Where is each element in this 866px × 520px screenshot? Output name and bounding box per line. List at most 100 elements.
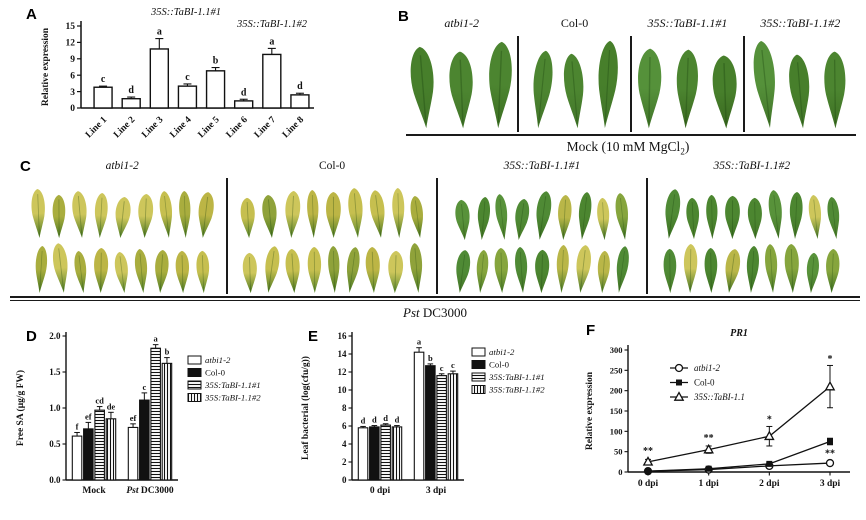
- bar: [94, 409, 105, 481]
- leaf-image: [725, 249, 741, 293]
- leaf-shape: [52, 243, 68, 293]
- leaf-shape: [196, 250, 209, 294]
- legend-label: Col-0: [205, 368, 226, 378]
- leaf-shape: [410, 196, 424, 238]
- panel-e-label: E: [308, 328, 319, 345]
- sig-letter: cd: [95, 396, 104, 406]
- bar: [380, 424, 391, 481]
- sig-letter: d: [361, 415, 366, 425]
- leaf-vein: [620, 197, 626, 237]
- marker-square-filled: [676, 379, 682, 386]
- leaf-vein: [415, 200, 421, 236]
- leaf-image: [747, 197, 762, 240]
- leaf-image: [515, 247, 528, 293]
- leaf-vein: [710, 252, 713, 291]
- leaf-image: [558, 194, 572, 241]
- leaf-shape: [307, 246, 321, 294]
- leaf-vein: [537, 58, 546, 124]
- leaf-shape: [138, 193, 153, 239]
- sig-letter: c: [101, 74, 106, 85]
- leaf-shape: [684, 244, 698, 293]
- leaf-image: [477, 196, 491, 241]
- leaf-image: [598, 40, 618, 129]
- panel-b-caption: Mock (10 mM MgCl2): [392, 139, 864, 157]
- leaf-shape: [35, 246, 47, 293]
- y-tick-label: 16: [338, 331, 348, 341]
- leaf-shape: [392, 188, 405, 238]
- panel-a-label: A: [26, 6, 37, 23]
- y-axis-title: Leaf bacterial (log(cfu/g)): [300, 356, 311, 460]
- chart-subtitle-right: 35S::TaBI-1.1#2: [236, 19, 308, 30]
- axis-category-label: 0 dpi: [370, 486, 391, 496]
- leaf-image: [676, 49, 698, 129]
- leaf-image: [724, 195, 740, 240]
- y-tick-label: 150: [610, 406, 623, 416]
- leaf-vein: [459, 59, 464, 124]
- group-label: Col-0: [318, 160, 346, 172]
- bar: [161, 362, 173, 481]
- leaf-shape: [665, 189, 680, 239]
- leaf-vein: [36, 194, 40, 235]
- x-tick-label: Line 6: [225, 115, 250, 140]
- leaf-vein: [770, 249, 774, 290]
- panel-c-baseline-rule: [10, 296, 860, 301]
- y-tick-label: 12: [338, 367, 348, 377]
- caption-text: DC3000: [419, 305, 467, 320]
- leaf-shape: [455, 199, 470, 241]
- bar: [139, 399, 150, 481]
- leaf-shape: [74, 251, 86, 293]
- leaf-image: [663, 248, 677, 294]
- leaf-vein: [57, 248, 64, 290]
- sig-letter: b: [213, 56, 219, 67]
- leaf-image: [576, 245, 592, 293]
- leaf-vein: [143, 198, 147, 236]
- sig-letter: d: [383, 413, 388, 423]
- leaf-vein: [202, 196, 208, 236]
- caption-text: Mock (10 mM MgCl: [566, 139, 681, 155]
- leaf-image: [704, 247, 718, 294]
- y-tick-label: 6: [70, 71, 75, 81]
- group-label: 35S::TaBI-1.1#1: [647, 16, 728, 30]
- x-tick-label: Line 4: [168, 115, 193, 140]
- sig-annotation: **: [825, 449, 835, 460]
- panel-a-chart: 0 3 6 9 12 15 Relative expression c Line 1 d Line …: [41, 7, 314, 140]
- leaf-vein: [268, 199, 273, 236]
- leaf-shape: [747, 246, 760, 293]
- y-tick-label: 250: [610, 365, 623, 375]
- leaf-image: [115, 196, 131, 239]
- panel-b-label: B: [398, 8, 409, 25]
- sig-letter: c: [185, 72, 190, 83]
- y-tick-label: 1.0: [49, 403, 61, 413]
- leaf-shape: [598, 250, 611, 294]
- y-tick-label: 9: [70, 55, 75, 65]
- leaf-image: [617, 246, 630, 293]
- leaf-shape: [563, 53, 583, 129]
- leaf-shape: [449, 51, 473, 129]
- x-tick-label: Line 7: [253, 115, 278, 140]
- leaf-vein: [201, 255, 204, 291]
- leaf-image: [138, 193, 153, 239]
- leaf-shape: [808, 195, 821, 239]
- leaf-shape: [409, 243, 422, 293]
- leaf-image: [495, 194, 508, 240]
- legend-label: 35S::TaBI-1.1: [693, 392, 745, 402]
- bar: [83, 428, 94, 481]
- leaf-vein: [539, 196, 547, 237]
- bar: [71, 435, 83, 481]
- x-tick-label: Line 1: [84, 115, 109, 140]
- leaf-box: [406, 34, 517, 132]
- leaf-vein: [791, 249, 794, 290]
- leaf-vein: [691, 202, 695, 237]
- leaf-shape: [369, 190, 385, 238]
- leaf-shape: [198, 192, 214, 238]
- leaf-vein: [711, 199, 713, 237]
- leaf-vein: [669, 253, 671, 291]
- leaf-vein: [78, 255, 84, 291]
- legend-swatch: [471, 372, 486, 382]
- leaf-image: [35, 246, 47, 293]
- bar: [149, 48, 170, 109]
- leaf-image: [495, 247, 509, 294]
- leaf-vein: [794, 196, 797, 237]
- sig-letter: d: [372, 415, 377, 425]
